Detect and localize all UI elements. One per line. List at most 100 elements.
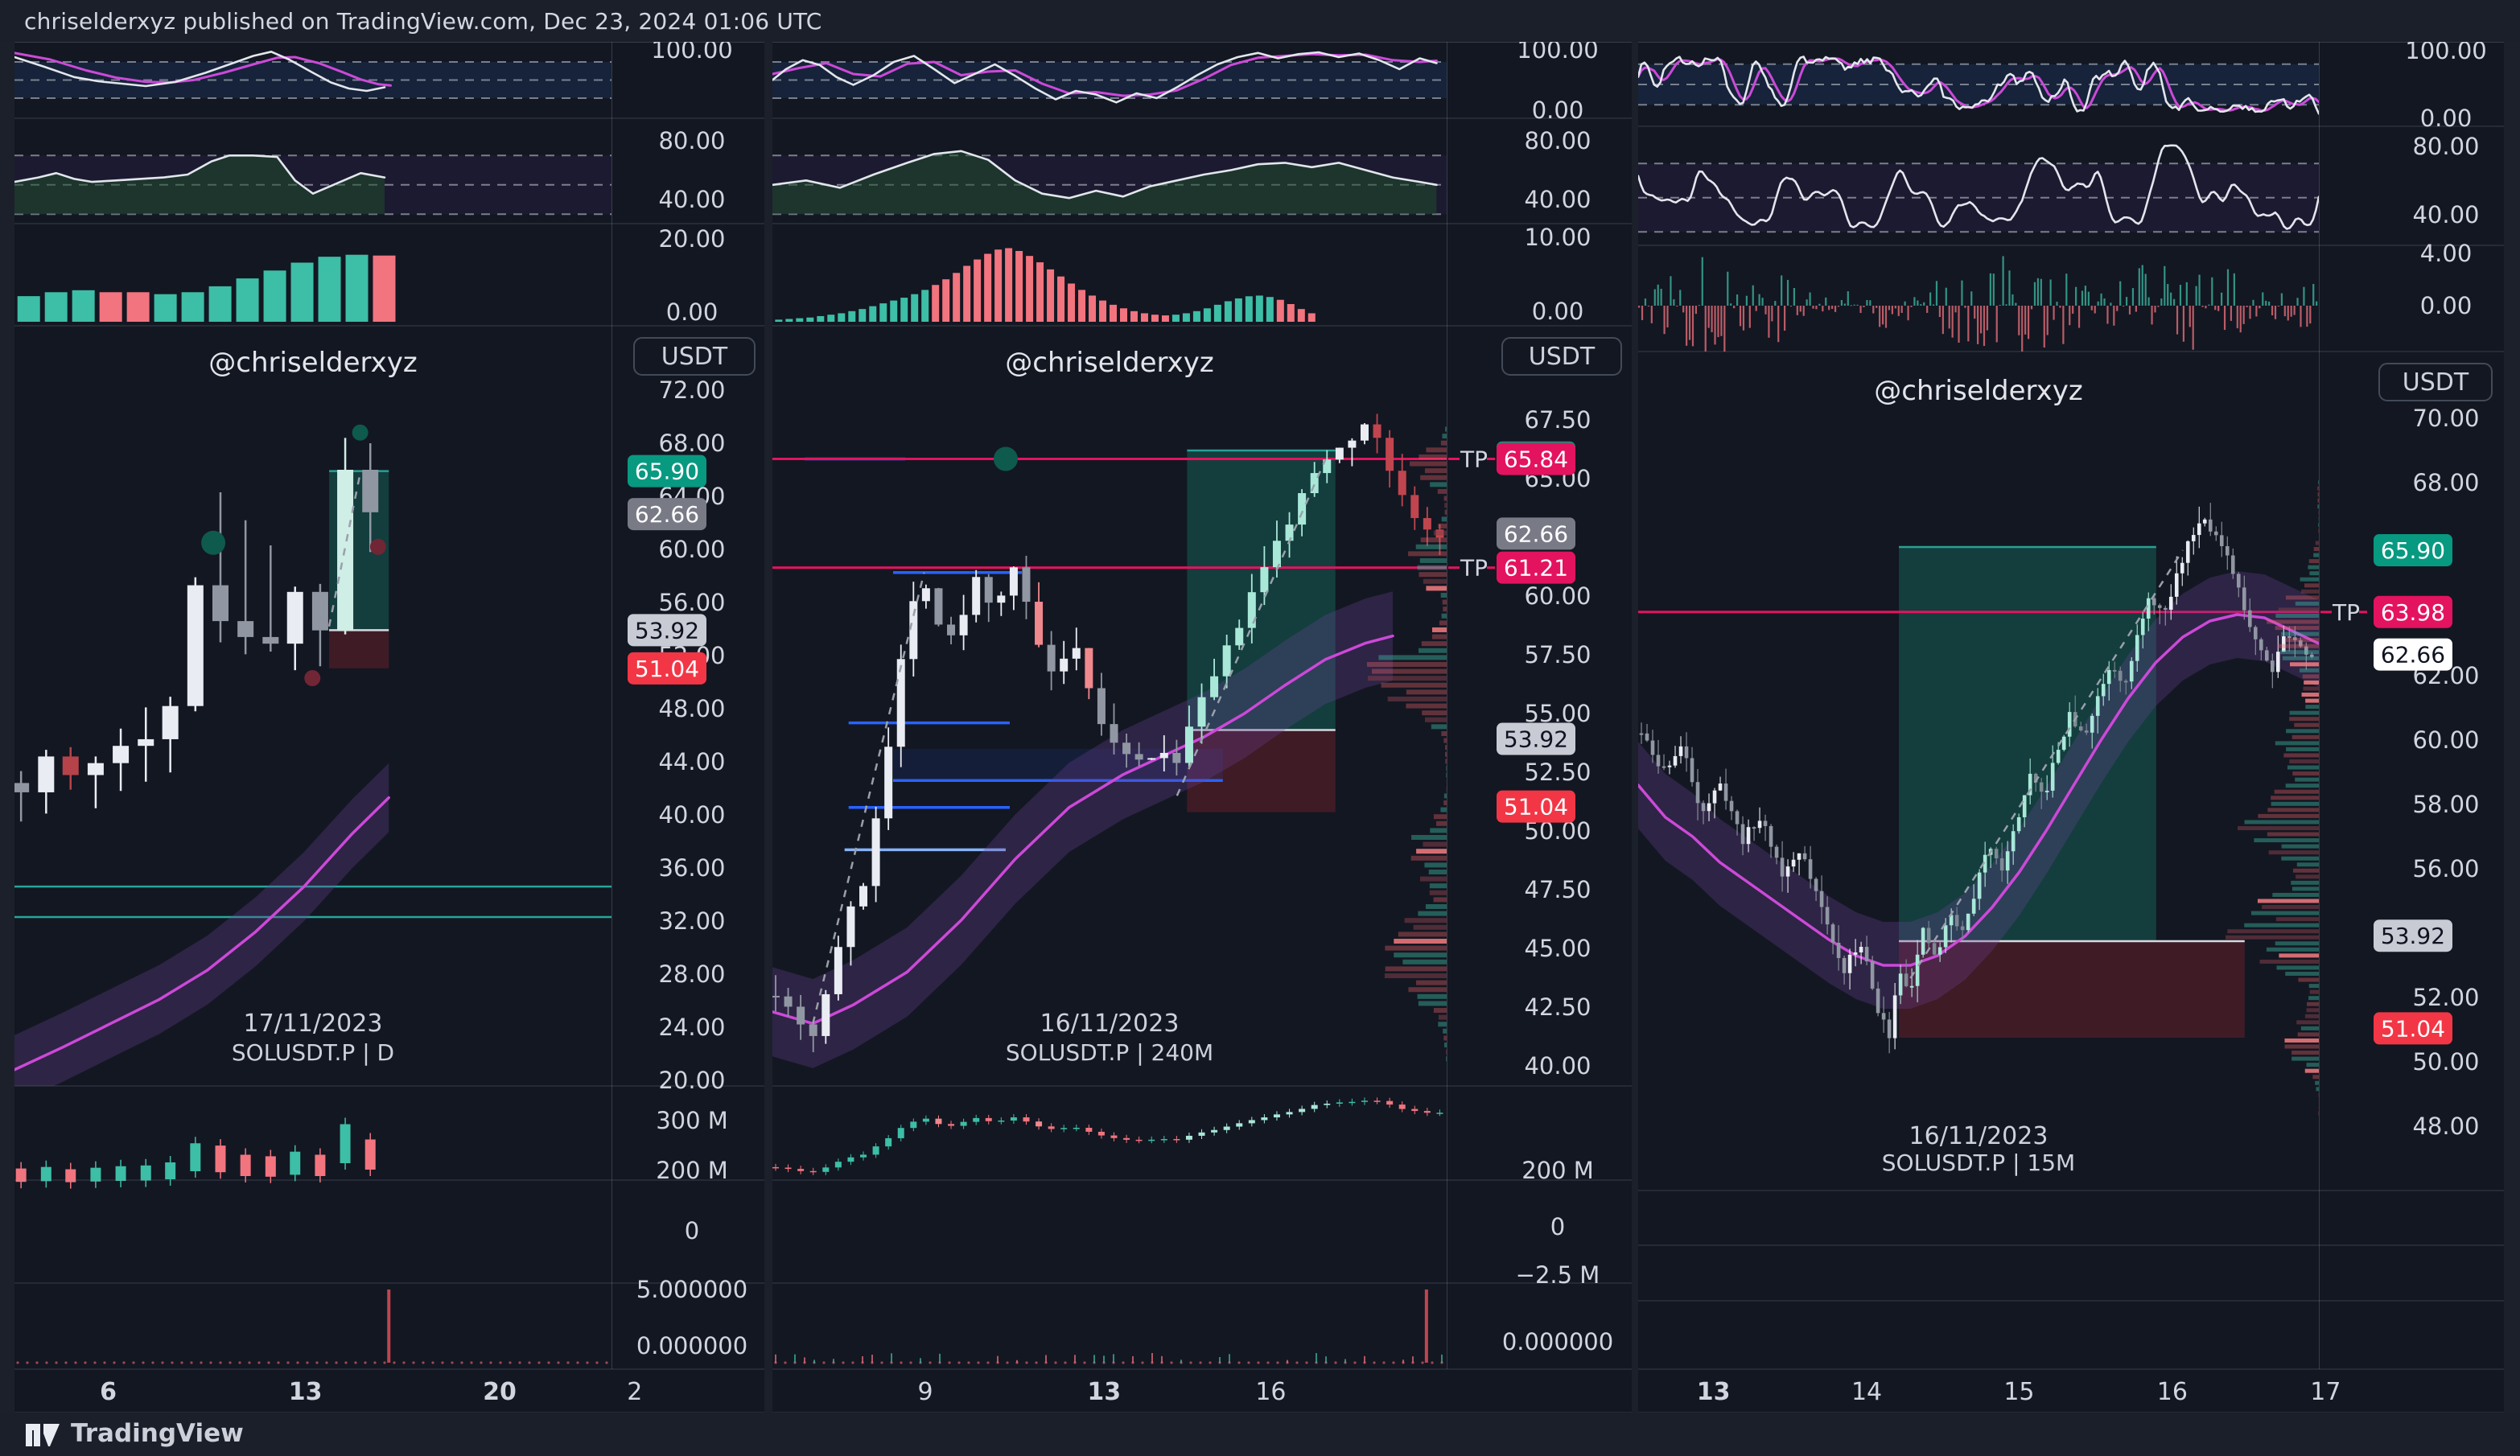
price-badge-value: 62.66: [2381, 642, 2445, 668]
indicator-pane-osc2: [1638, 144, 2319, 233]
time-tick: 13: [1697, 1378, 1731, 1406]
indicator-pane-hist: [775, 248, 1316, 322]
price-badge-value: 62.66: [635, 501, 699, 528]
ma-band: [1638, 571, 2319, 1009]
axis-tick: 0: [1550, 1213, 1565, 1240]
footer-bar: TradingView: [0, 1413, 2520, 1456]
price-tick: 32.00: [658, 907, 725, 935]
price-tick: 48.00: [658, 695, 725, 722]
time-tick: 13: [1087, 1378, 1121, 1406]
chart-symbol-label: SOLUSDT.P | 240M: [1006, 1039, 1213, 1066]
price-tick: 72.00: [658, 376, 725, 404]
price-badge-51.04: 51.04: [628, 652, 706, 685]
price-tick: 56.00: [658, 589, 725, 616]
time-tick: 20: [483, 1378, 517, 1406]
time-axis[interactable]: 13 14 15 16 17: [1697, 1378, 2341, 1406]
price-axis[interactable]: 100.000.0080.0040.004.000.0070.0068.0062…: [2320, 42, 2493, 1140]
time-axis[interactable]: 6 13 20 2: [100, 1378, 642, 1406]
long-signal-marker: [993, 446, 1018, 471]
currency-badge[interactable]: USDT: [2378, 363, 2493, 401]
time-tick: 16: [1255, 1378, 1286, 1406]
price-badge-65.84: 65.84: [1497, 442, 1575, 475]
time-tick: 16: [2157, 1378, 2188, 1406]
pane-dividers: [772, 42, 1632, 1413]
price-tick: 60.00: [658, 536, 725, 563]
price-tick: 68.00: [658, 430, 725, 457]
tradingview-logo[interactable]: [24, 1419, 63, 1451]
time-tick: 14: [1851, 1378, 1882, 1406]
price-tick: 52.50: [1524, 759, 1591, 786]
axis-tick: 0.000000: [1502, 1328, 1613, 1355]
axis-tick: 0.00: [2420, 292, 2473, 319]
price-badge-value: 65.84: [1504, 446, 1568, 472]
price-tick: 28.00: [658, 960, 725, 988]
price-tick: 44.00: [658, 748, 725, 775]
main-price-pane: [1638, 480, 2319, 1116]
price-badge-62.66: 62.66: [2374, 638, 2452, 671]
short-signal-marker: [369, 538, 386, 555]
indicator-pane-osc2: [14, 154, 611, 216]
price-tick: 20.00: [658, 1067, 725, 1094]
publish-header-text: chriselderxyz published on TradingView.c…: [24, 8, 822, 35]
price-badge-value: 53.92: [2381, 923, 2445, 949]
price-badge-63.98: 63.98: [2374, 595, 2452, 628]
price-badge-value: 53.92: [1504, 726, 1568, 753]
indicator-pane-osc1: [1638, 56, 2319, 115]
tp-label: TP: [2332, 599, 2360, 626]
price-badge-value: 65.90: [635, 459, 699, 485]
position-loss-zone: [329, 630, 389, 668]
axis-tick: −2.5 M: [1516, 1261, 1600, 1289]
short-signal-marker: [304, 670, 321, 687]
price-badge-value: 53.92: [635, 617, 699, 644]
price-tick: 47.50: [1524, 876, 1591, 903]
time-tick: 2: [627, 1378, 642, 1406]
time-tick: 9: [918, 1378, 933, 1406]
price-tick: 56.00: [2412, 855, 2479, 882]
price-tick: 24.00: [658, 1014, 725, 1041]
chart-symbol-label: SOLUSDT.P | 15M: [1882, 1150, 2075, 1176]
axis-tick: 5.000000: [636, 1276, 747, 1303]
currency-badge[interactable]: USDT: [1501, 337, 1622, 376]
time-tick: 6: [100, 1378, 117, 1406]
price-badge-51.04: 51.04: [2374, 1012, 2452, 1045]
price-badge-value: 51.04: [1504, 794, 1568, 821]
chart-card-m15[interactable]: @chriselderxyz 16/11/2023 SOLUSDT.P | 15M 1…: [1638, 42, 2504, 1413]
price-badge-61.21: 61.21: [1497, 551, 1575, 584]
chart-date-label: 16/11/2023: [1040, 1010, 1180, 1038]
time-tick: 15: [2003, 1378, 2034, 1406]
publish-header: chriselderxyz published on TradingView.c…: [0, 0, 2520, 42]
candles: [1639, 503, 2314, 1054]
price-badge-value: 63.98: [2381, 599, 2445, 626]
price-tick: 67.50: [1524, 406, 1591, 434]
indicator-pane-hist: [17, 254, 396, 322]
axis-tick: 0.00: [1532, 298, 1584, 325]
currency-badge[interactable]: USDT: [633, 337, 756, 376]
pane-dividers: [14, 42, 764, 1413]
price-badge-51.04: 51.04: [1497, 790, 1575, 823]
trend-dashed-line: [812, 572, 925, 1024]
lower-panes: [772, 1097, 1443, 1364]
price-tick: 52.00: [2412, 984, 2479, 1011]
axis-tick: 40.00: [2412, 201, 2479, 228]
volume-spike: [387, 1289, 391, 1363]
price-badge-value: 51.04: [2381, 1015, 2445, 1042]
chart-symbol-label: SOLUSDT.P | D: [232, 1039, 394, 1066]
trend-dashed-line: [1176, 459, 1327, 796]
axis-tick: 0.00: [2420, 105, 2473, 132]
chart-date-label: 17/11/2023: [244, 1010, 383, 1038]
chart-card-daily[interactable]: @chriselderxyz 17/11/2023 SOLUSDT.P | D 100…: [14, 42, 764, 1413]
chart-card-h4[interactable]: @chriselderxyz 16/11/2023 SOLUSDT.P | 240M…: [772, 42, 1632, 1413]
price-axis[interactable]: 100.000.0080.0040.0010.000.0067.5065.006…: [1448, 42, 1622, 1355]
axis-tick: 80.00: [658, 127, 725, 154]
price-axis[interactable]: 100.0080.0040.0020.000.0072.0068.0064.00…: [628, 42, 756, 1359]
indicator-pane-osc1: [772, 51, 1447, 104]
axis-tick: 0.00: [666, 298, 719, 326]
time-axis[interactable]: 9 13 16: [918, 1378, 1287, 1406]
volume-profile: [2225, 480, 2319, 1116]
long-signal-marker: [201, 530, 226, 555]
